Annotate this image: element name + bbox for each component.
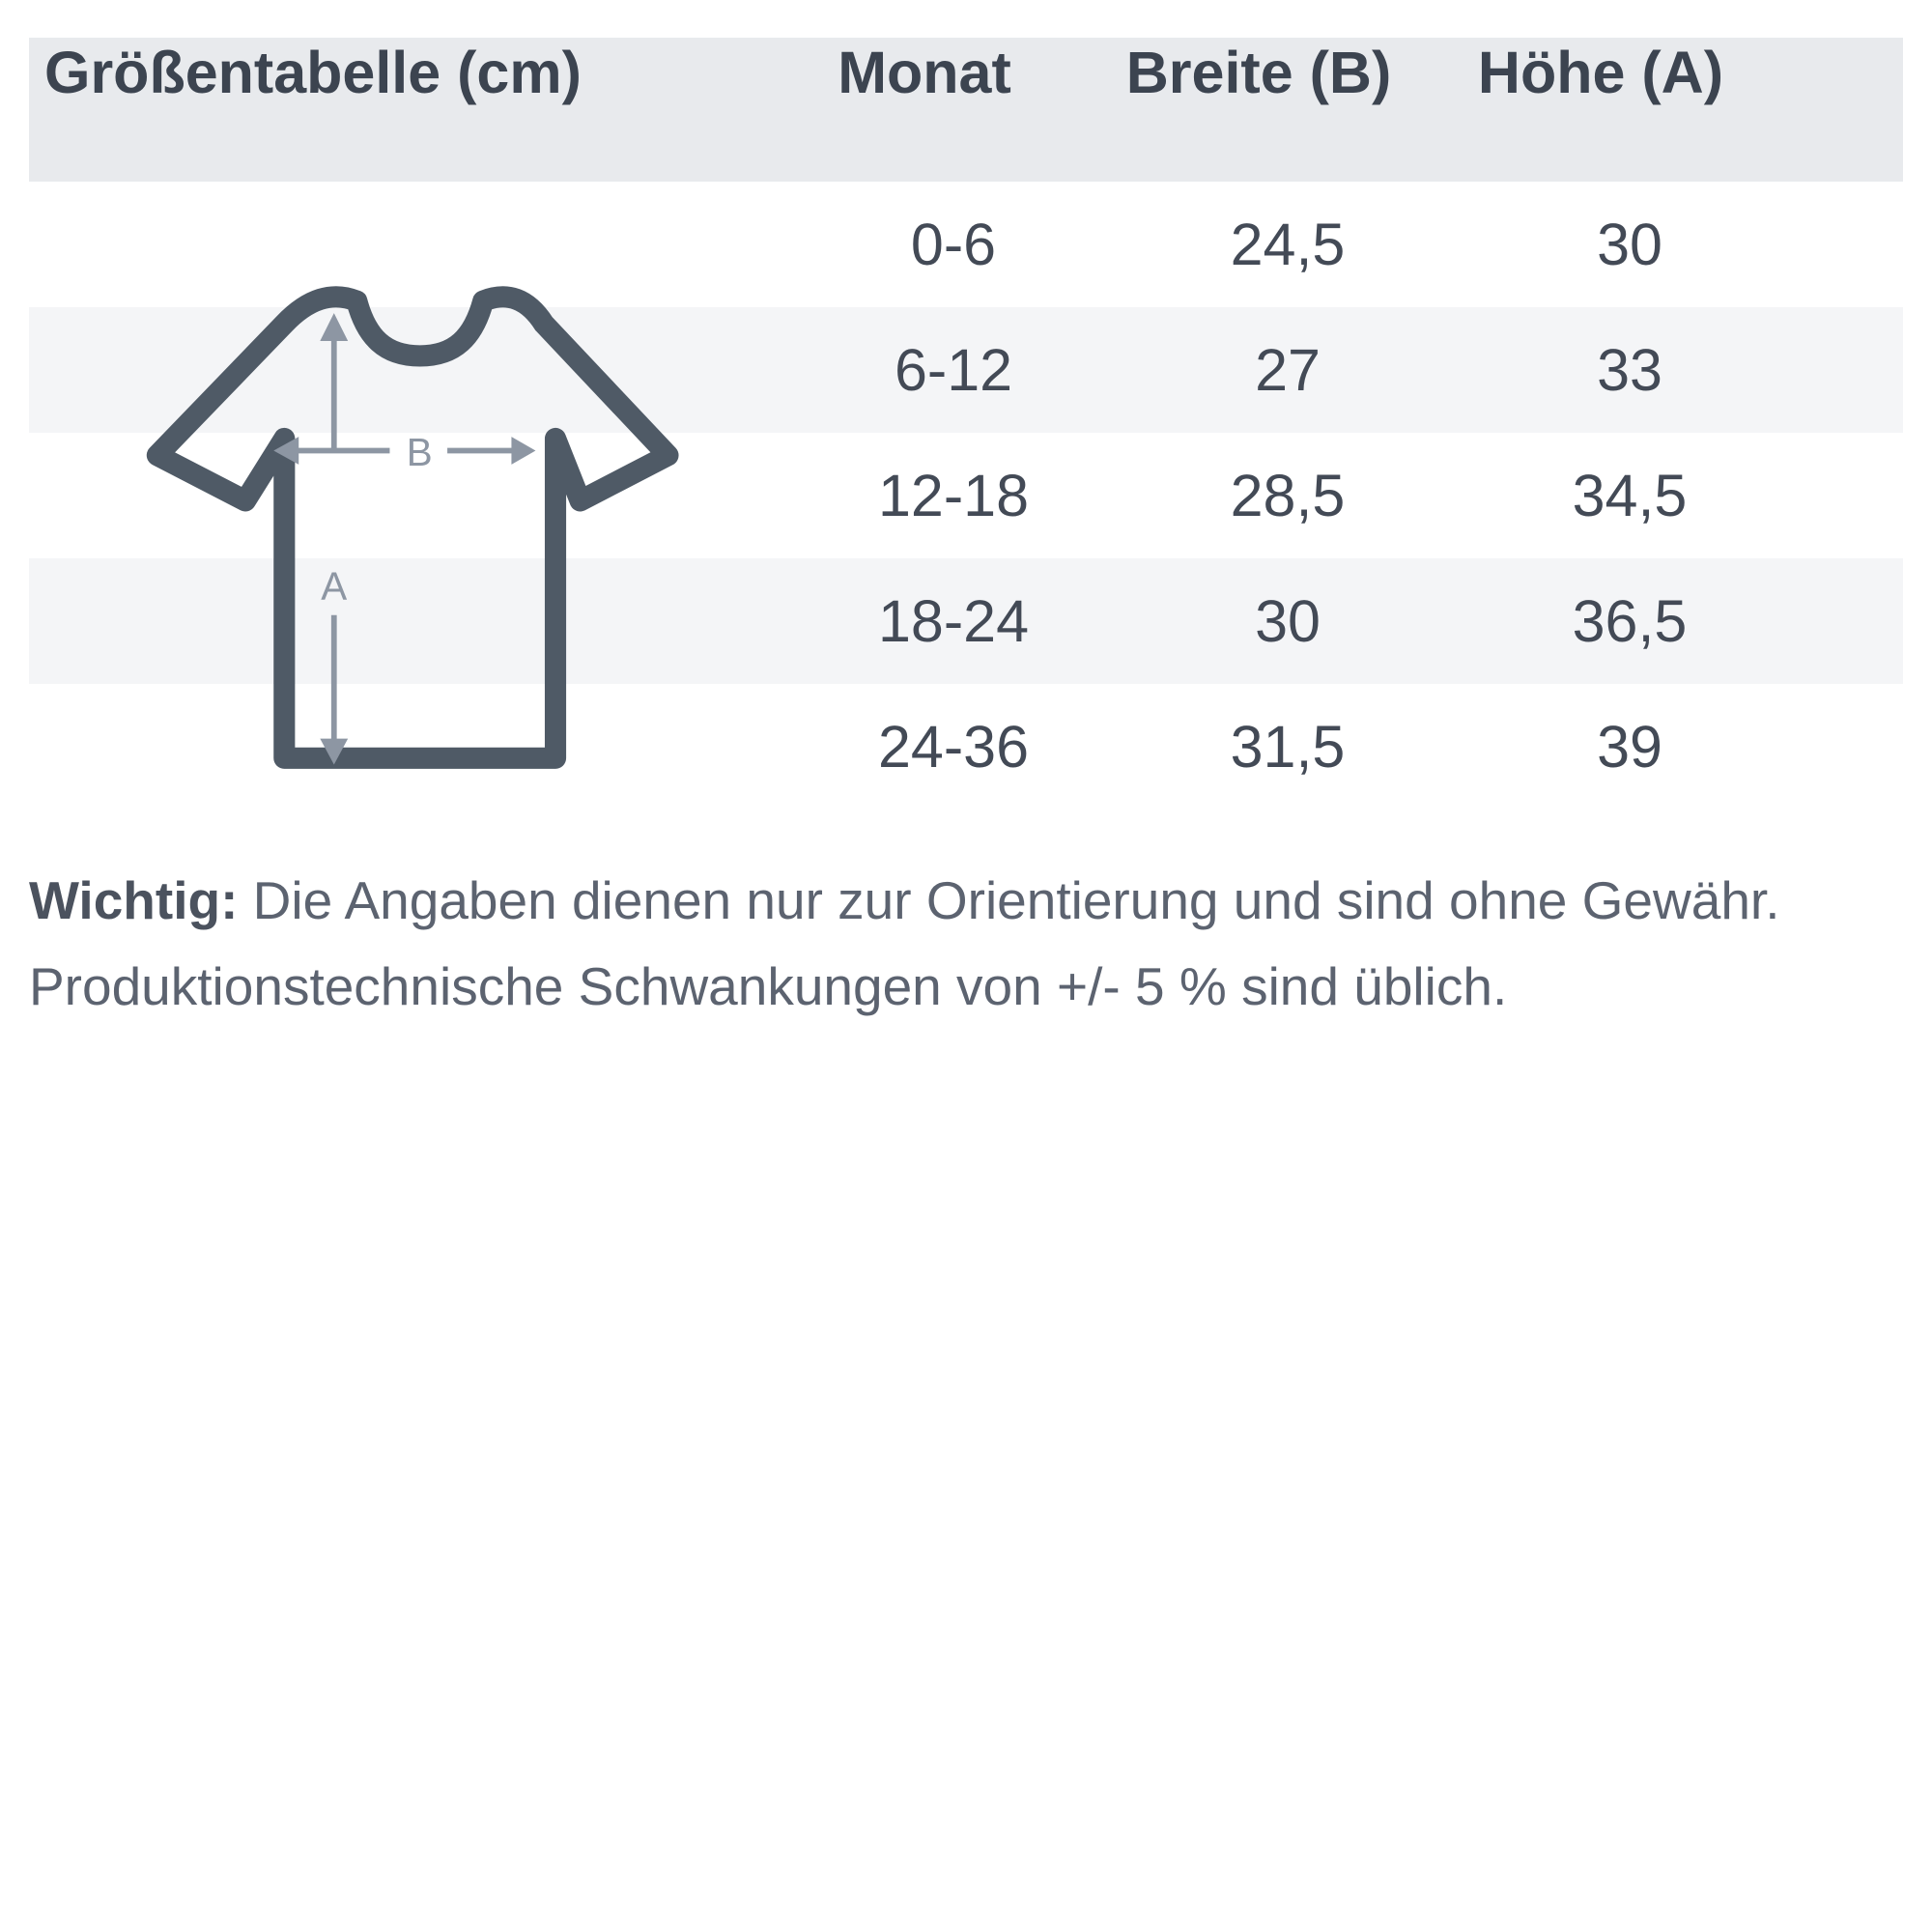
svg-text:B: B (407, 430, 433, 474)
svg-text:A: A (321, 563, 347, 608)
